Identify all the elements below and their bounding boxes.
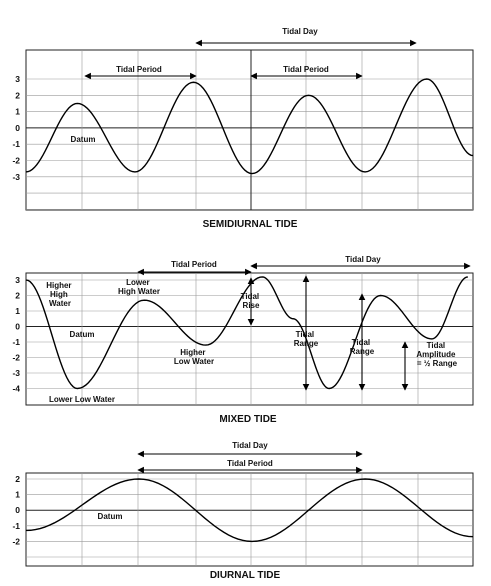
semidiurnal-frame xyxy=(25,49,474,211)
y-tick-label: 1 xyxy=(15,107,20,117)
mixed-higher-low-water-label: Higher Low Water xyxy=(174,348,214,366)
mixed-tidal-period-label: Tidal Period xyxy=(171,260,217,269)
diurnal-curve xyxy=(25,478,474,543)
diurnal-panel: 2 1 0 -1 -2 Tidal Day Tidal Period Datum DIU… xyxy=(12,441,474,581)
diurnal-datum-label: Datum xyxy=(98,512,123,521)
y-tick-label: 3 xyxy=(15,275,20,285)
diurnal-grid xyxy=(26,473,473,566)
diurnal-title: DIURNAL TIDE xyxy=(210,570,281,581)
diurnal-frame xyxy=(25,472,474,567)
semidiurnal-panel: 3 2 1 0 -1 -2 -3 Tidal Day Tidal Period Tidal … xyxy=(12,27,474,230)
y-tick-label: -3 xyxy=(12,172,20,182)
mixed-higher-high-water-label: Higher High Water xyxy=(46,281,74,308)
semidiurnal-tidal-period-label-2: Tidal Period xyxy=(283,65,329,74)
y-tick-label: -2 xyxy=(12,353,20,363)
semidiurnal-tidal-day-label: Tidal Day xyxy=(282,27,318,36)
mixed-lower-high-water-label: Lower High Water xyxy=(118,278,160,296)
mixed-tidal-range-label-2: Tidal Range xyxy=(350,338,375,356)
y-tick-label: -3 xyxy=(12,368,20,378)
mixed-curve xyxy=(25,276,468,390)
mixed-y-ticks: 3 2 1 0 -1 -2 -3 -4 xyxy=(12,275,20,394)
diurnal-y-ticks: 2 1 0 -1 -2 xyxy=(12,474,20,546)
mixed-datum-label: Datum xyxy=(70,330,95,339)
y-tick-label: -1 xyxy=(12,521,20,531)
mixed-tidal-rise-label: Tidal Rise xyxy=(241,292,262,310)
semidiurnal-title: SEMIDIURNAL TIDE xyxy=(203,219,298,230)
y-tick-label: -1 xyxy=(12,337,20,347)
y-tick-label: 2 xyxy=(15,90,20,100)
y-tick-label: 1 xyxy=(15,490,20,500)
y-tick-label: -4 xyxy=(12,384,20,394)
y-tick-label: 2 xyxy=(15,291,20,301)
mixed-title: MIXED TIDE xyxy=(219,414,277,425)
y-tick-label: 1 xyxy=(15,306,20,316)
y-tick-label: -2 xyxy=(12,156,20,166)
y-tick-label: 0 xyxy=(15,322,20,332)
mixed-tidal-amplitude-label: Tidal Amplitude = ½ Range xyxy=(416,341,457,368)
mixed-panel: 3 2 1 0 -1 -2 -3 -4 Tidal Period Tidal Day High… xyxy=(12,255,474,425)
y-tick-label: -1 xyxy=(12,139,20,149)
semidiurnal-y-ticks: 3 2 1 0 -1 -2 -3 xyxy=(12,74,20,182)
mixed-tidal-range-label-1: Tidal Range xyxy=(294,330,319,348)
semidiurnal-tidal-period-label-1: Tidal Period xyxy=(116,65,162,74)
y-tick-label: 3 xyxy=(15,74,20,84)
y-tick-label: -2 xyxy=(12,536,20,546)
y-tick-label: 0 xyxy=(15,123,20,133)
semidiurnal-curve xyxy=(25,78,474,175)
mixed-tidal-day-label: Tidal Day xyxy=(345,255,381,264)
diurnal-tidal-day-label: Tidal Day xyxy=(232,441,268,450)
y-tick-label: 2 xyxy=(15,474,20,484)
y-tick-label: 0 xyxy=(15,505,20,515)
diurnal-tidal-period-label: Tidal Period xyxy=(227,459,273,468)
semidiurnal-datum-label: Datum xyxy=(71,135,96,144)
mixed-lower-low-water-label: Lower Low Water xyxy=(49,395,115,404)
